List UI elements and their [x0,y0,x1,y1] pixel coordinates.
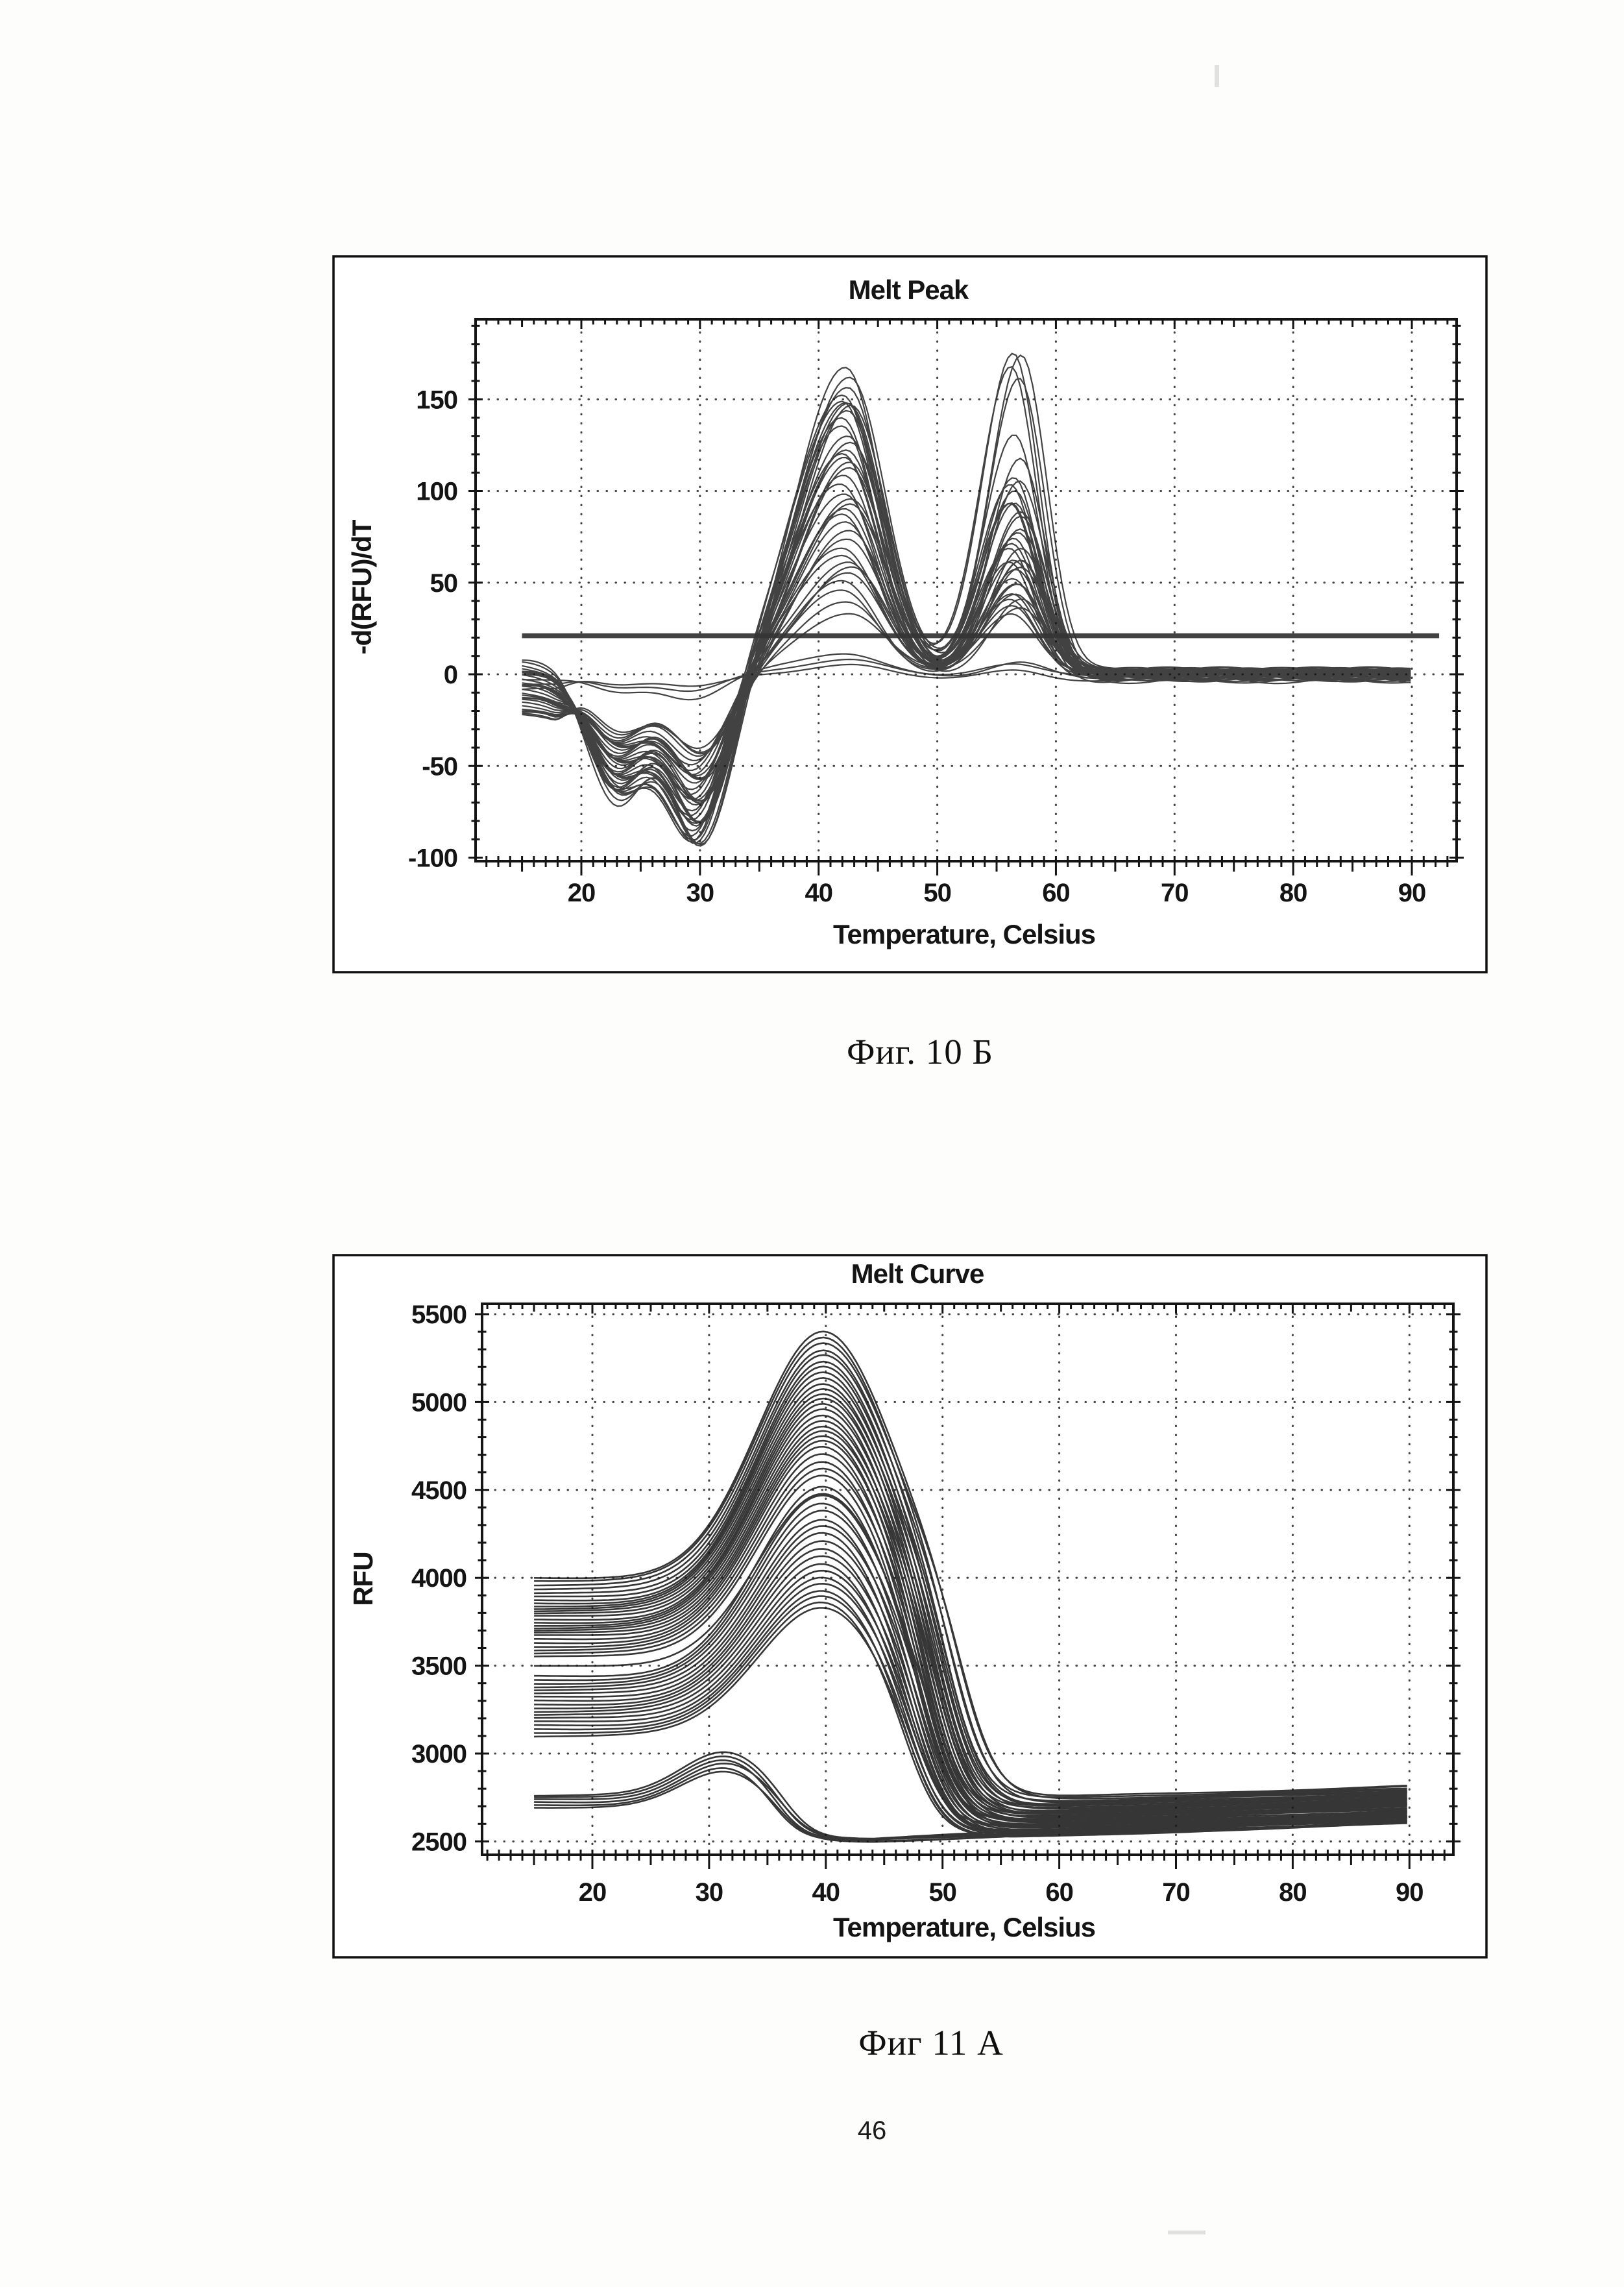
svg-text:20: 20 [579,1878,607,1907]
svg-text:30: 30 [686,879,714,907]
svg-text:100: 100 [416,478,457,506]
chart2-x-axis-title: Temperature, Celsius [832,1912,1096,1942]
chart1-x-axis-title: Temperature, Celsius [832,919,1096,949]
svg-text:60: 60 [1042,879,1070,907]
scan-artifact [1215,65,1219,87]
svg-text:-100: -100 [408,844,457,873]
svg-text:3500: 3500 [411,1652,467,1681]
page-number: 46 [857,2116,887,2145]
svg-text:90: 90 [1398,879,1426,907]
svg-text:30: 30 [696,1878,723,1907]
svg-text:90: 90 [1396,1878,1424,1907]
chart1-y-axis-title: -d(RFU)/dT [346,520,377,655]
svg-text:20: 20 [568,879,596,907]
svg-text:0: 0 [444,661,457,689]
svg-text:2500: 2500 [411,1828,467,1856]
figure-melt-peak-frame: 20 30 40 50 60 70 80 90 -100 -50 0 50 100 150 [332,255,1488,973]
svg-text:5500: 5500 [411,1301,467,1329]
svg-text:40: 40 [805,879,832,907]
svg-text:50: 50 [923,879,951,907]
svg-text:4500: 4500 [411,1476,467,1505]
svg-text:4000: 4000 [411,1564,467,1593]
scan-artifact [1168,2231,1206,2234]
svg-text:50: 50 [430,569,458,598]
svg-text:60: 60 [1045,1878,1073,1907]
svg-text:-50: -50 [422,752,457,781]
svg-text:70: 70 [1161,879,1189,907]
chart2-y-axis-title: RFU [348,1552,378,1606]
svg-text:5000: 5000 [411,1388,467,1417]
melt-curve-chart: 20 30 40 50 60 70 80 90 2500 3000 3500 4000 4500 5000… [332,1254,1488,1959]
svg-text:50: 50 [928,1878,956,1907]
svg-text:3000: 3000 [411,1740,467,1768]
svg-text:40: 40 [812,1878,840,1907]
figure-melt-curve-frame: 20 30 40 50 60 70 80 90 2500 3000 3500 4000 4500 5000… [332,1254,1488,1959]
melt-peak-chart: 20 30 40 50 60 70 80 90 -100 -50 0 50 100 150 [332,255,1488,973]
figure2-caption: Фиг 11 А [858,2023,1004,2062]
figure1-caption: Фиг. 10 Б [846,1032,994,1071]
chart2-title: Melt Curve [851,1258,985,1289]
svg-text:80: 80 [1279,1878,1307,1907]
chart1-title: Melt Peak [848,275,969,305]
svg-text:150: 150 [416,385,457,414]
svg-text:70: 70 [1162,1878,1190,1907]
svg-text:80: 80 [1279,879,1307,907]
